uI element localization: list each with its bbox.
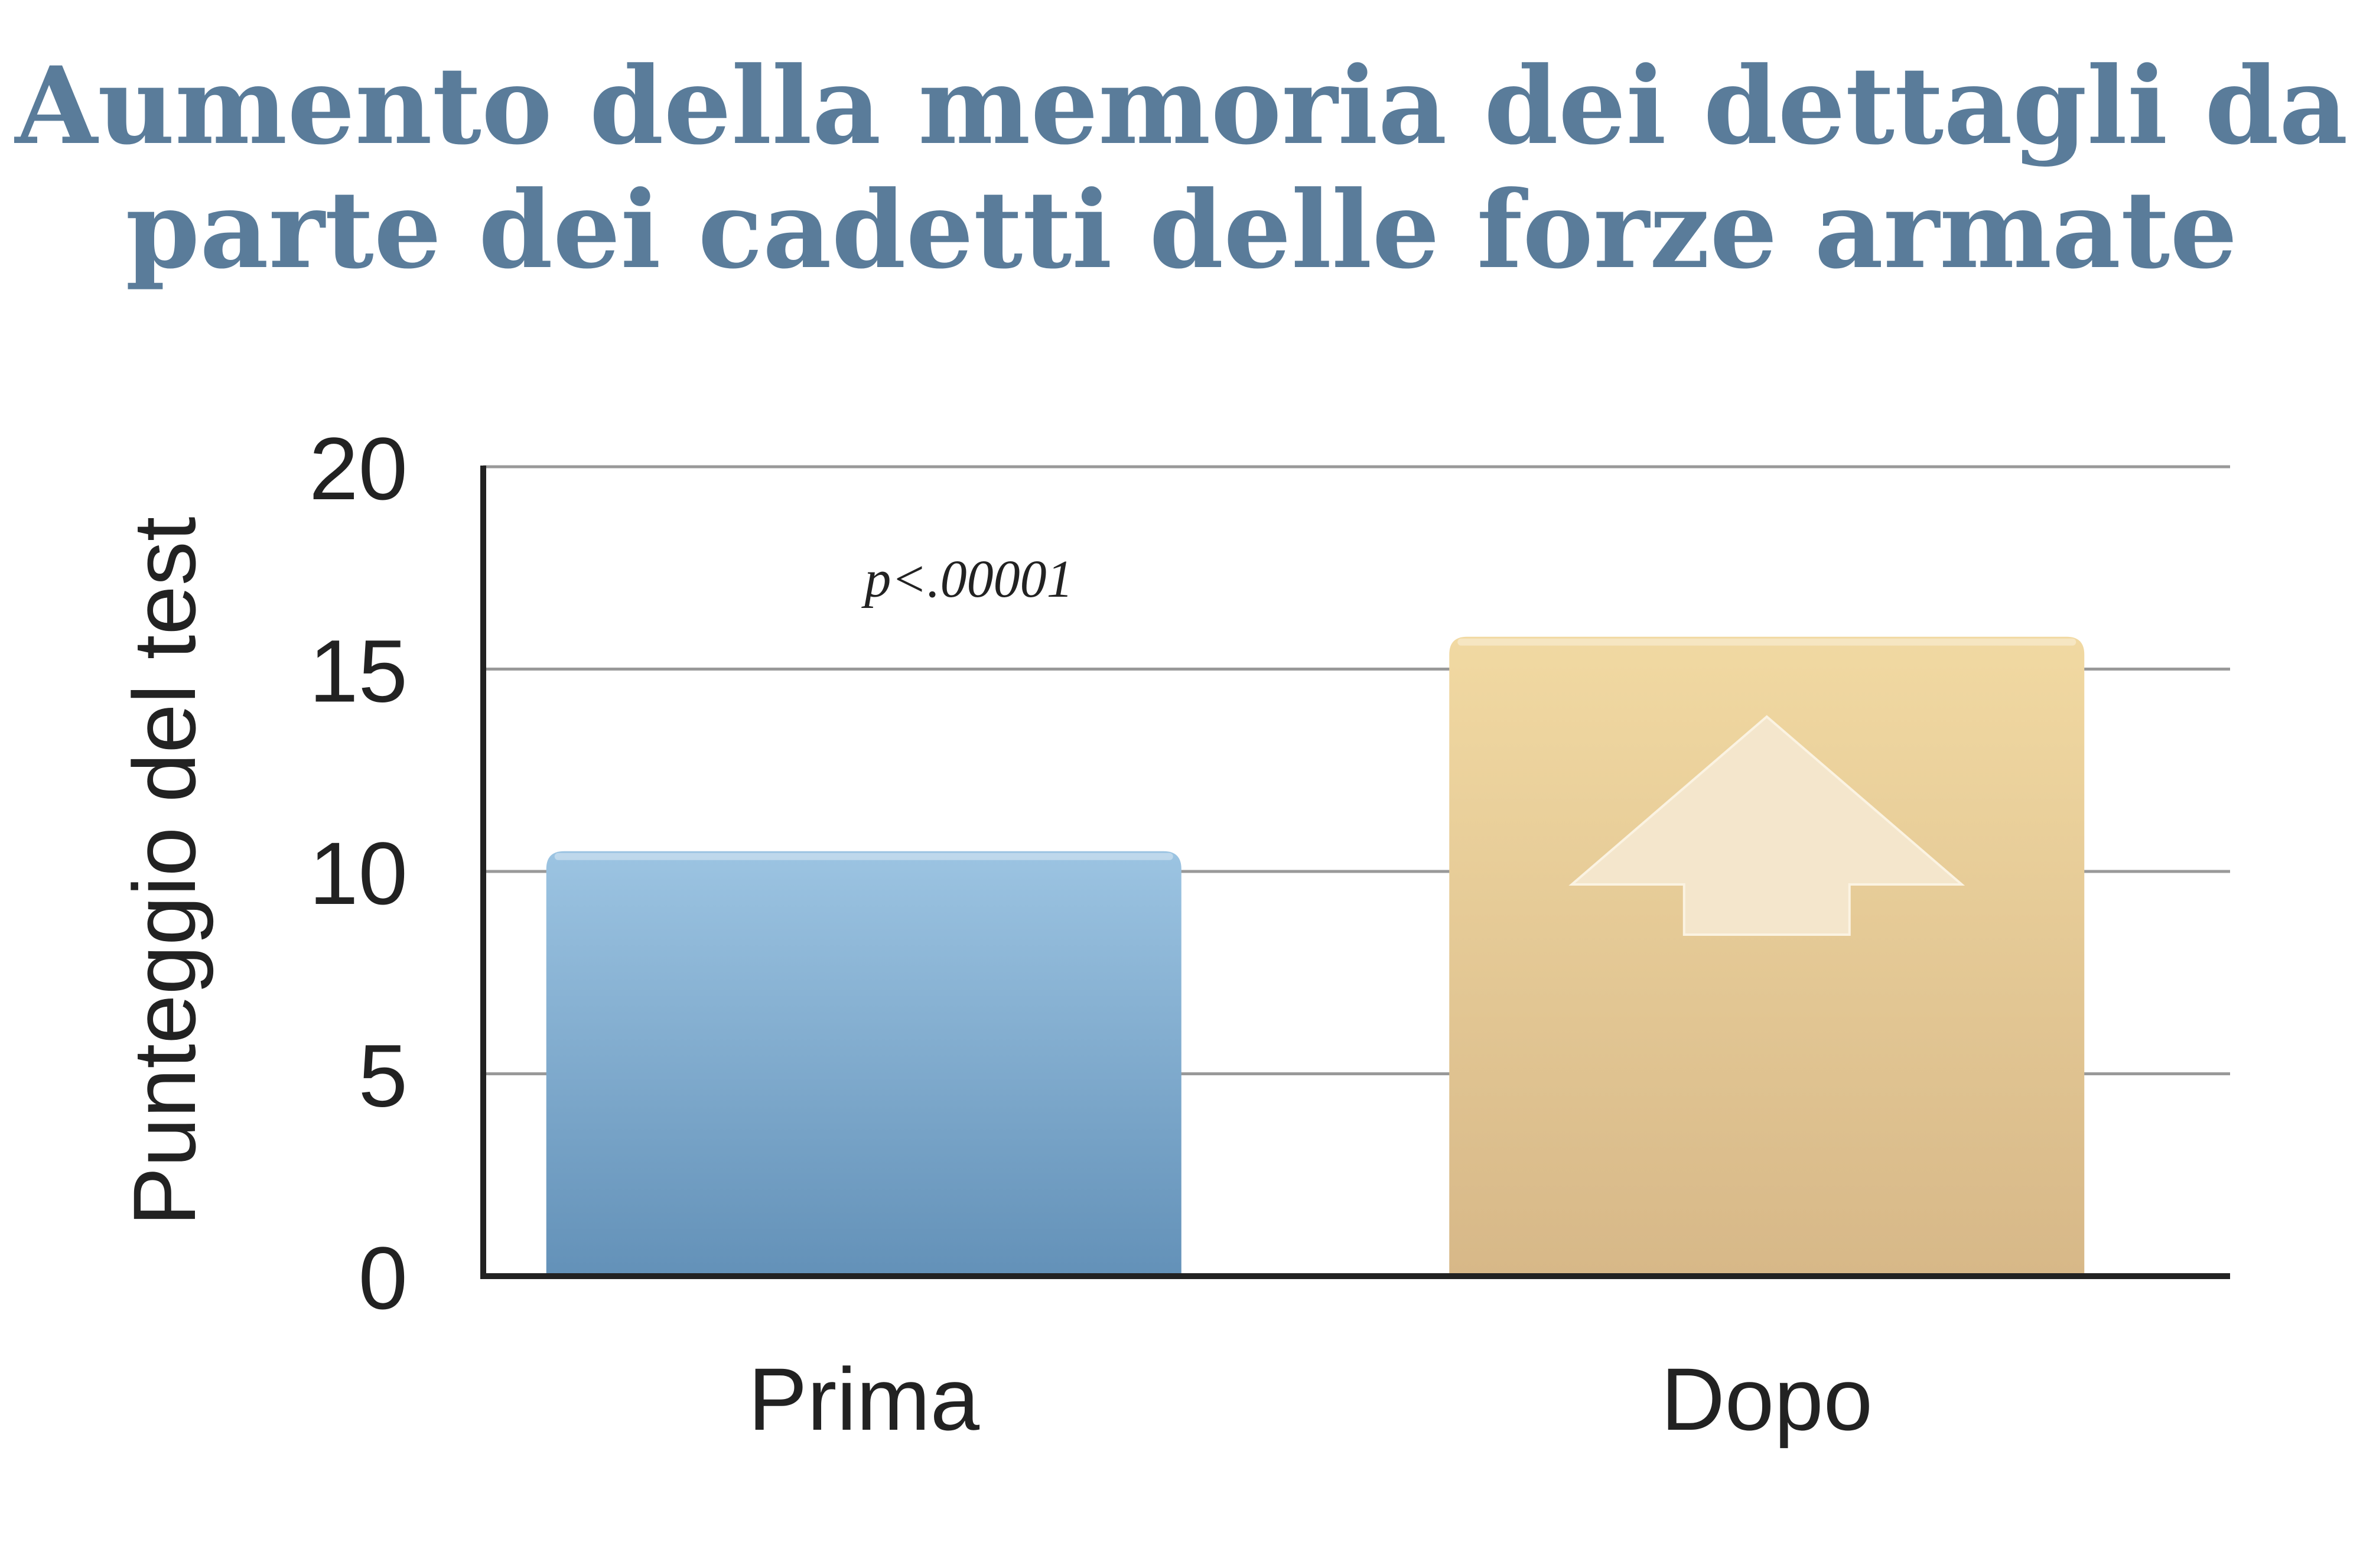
x-category-label: Dopo [1661,1349,1873,1449]
up-arrow-icon [1568,715,1965,936]
y-tick-label: 0 [359,1228,408,1328]
chart-title-line-2: parte dei cadetti delle forze armate [125,168,2238,292]
bar-dopo [1449,636,2085,1276]
bar-highlight [554,853,1173,860]
labels: 0 5 10 15 20 Prima Dopo Punteggio del test p<.00… [115,419,1873,1449]
axes [480,466,2230,1279]
y-tick-label: 20 [309,419,408,518]
bar-prima [546,851,1182,1276]
bar-highlight [1457,638,2076,646]
chart-title: Aumento della memoria dei dettagli da pa… [0,44,2363,292]
y-tick-label: 10 [309,824,408,923]
y-axis-title: Punteggio del test [115,517,214,1227]
p-value-annotation: p<.00001 [861,550,1073,609]
chart-title-line-1: Aumento della memoria dei dettagli da [15,44,2348,168]
y-tick-label: 5 [359,1026,408,1125]
y-tick-label: 15 [309,622,408,721]
x-category-label: Prima [748,1349,979,1449]
bars [546,636,2085,1276]
